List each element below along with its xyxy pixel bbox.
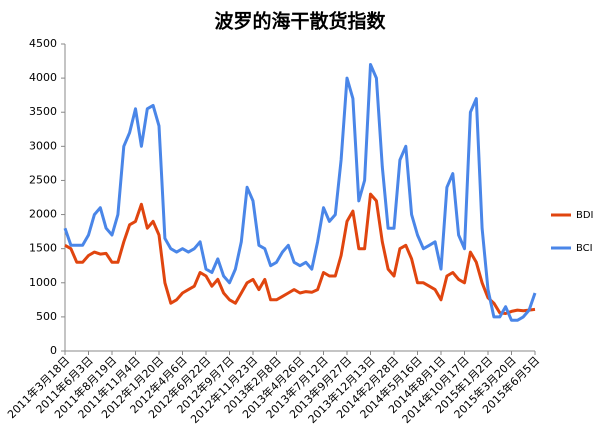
legend-label: BCI	[576, 243, 593, 254]
y-tick-label: 2000	[29, 208, 57, 221]
series-line	[63, 63, 537, 322]
y-tick-label: 0	[50, 344, 57, 357]
y-tick-label: 1000	[29, 276, 57, 289]
y-tick-label: 3500	[29, 105, 57, 118]
series-line	[64, 192, 536, 315]
legend-label: BDI	[576, 210, 594, 221]
y-tick-label: 500	[36, 310, 57, 323]
y-tick-label: 4000	[29, 71, 57, 84]
y-tick-label: 1500	[29, 242, 57, 255]
chart-title: 波罗的海干散货指数	[214, 10, 386, 33]
y-tick-label: 2500	[29, 173, 57, 186]
y-tick-label: 4500	[29, 37, 57, 50]
y-tick-label: 3000	[29, 139, 57, 152]
